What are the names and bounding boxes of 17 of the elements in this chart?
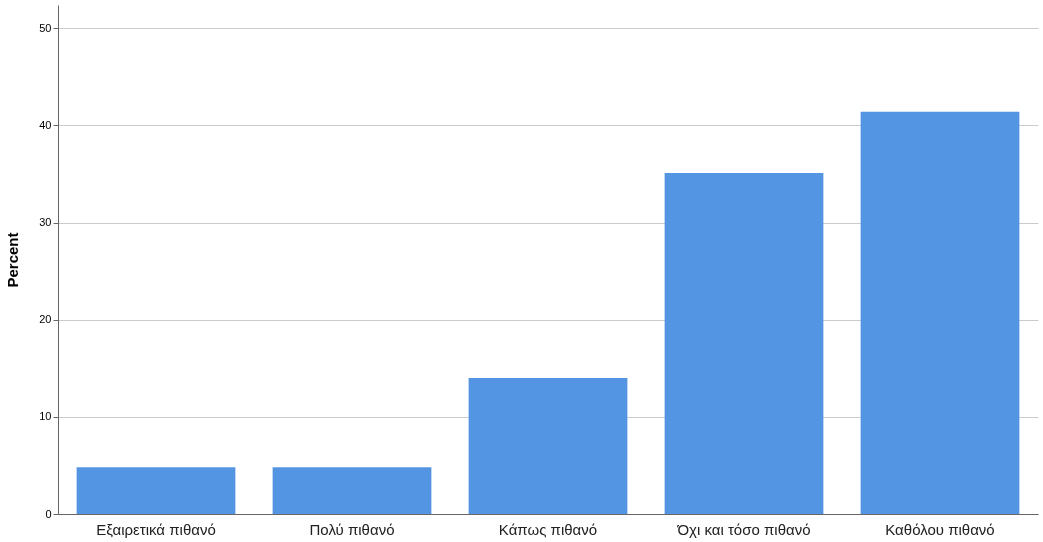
y-tick-label: 0 (45, 507, 52, 520)
bar (664, 173, 824, 514)
y-tick-label: 40 (39, 118, 52, 131)
y-tick-label: 50 (39, 21, 52, 34)
y-axis-title: Percent (4, 232, 22, 288)
y-tick-label: 30 (39, 216, 52, 229)
bar (468, 378, 628, 514)
y-tick-label: 20 (39, 313, 52, 326)
bar (76, 467, 236, 514)
bar (272, 467, 432, 514)
x-tick-label: Πολύ πιθανό (309, 520, 395, 538)
x-tick-label: Κάπως πιθανό (498, 520, 598, 538)
x-tick-label: Εξαιρετικά πιθανό (96, 520, 216, 538)
bar (860, 111, 1020, 514)
x-tick-label: Καθόλου πιθανό (885, 520, 995, 538)
x-tick-label: Όχι και τόσο πιθανό (676, 520, 811, 538)
y-tick-label: 10 (39, 410, 52, 423)
